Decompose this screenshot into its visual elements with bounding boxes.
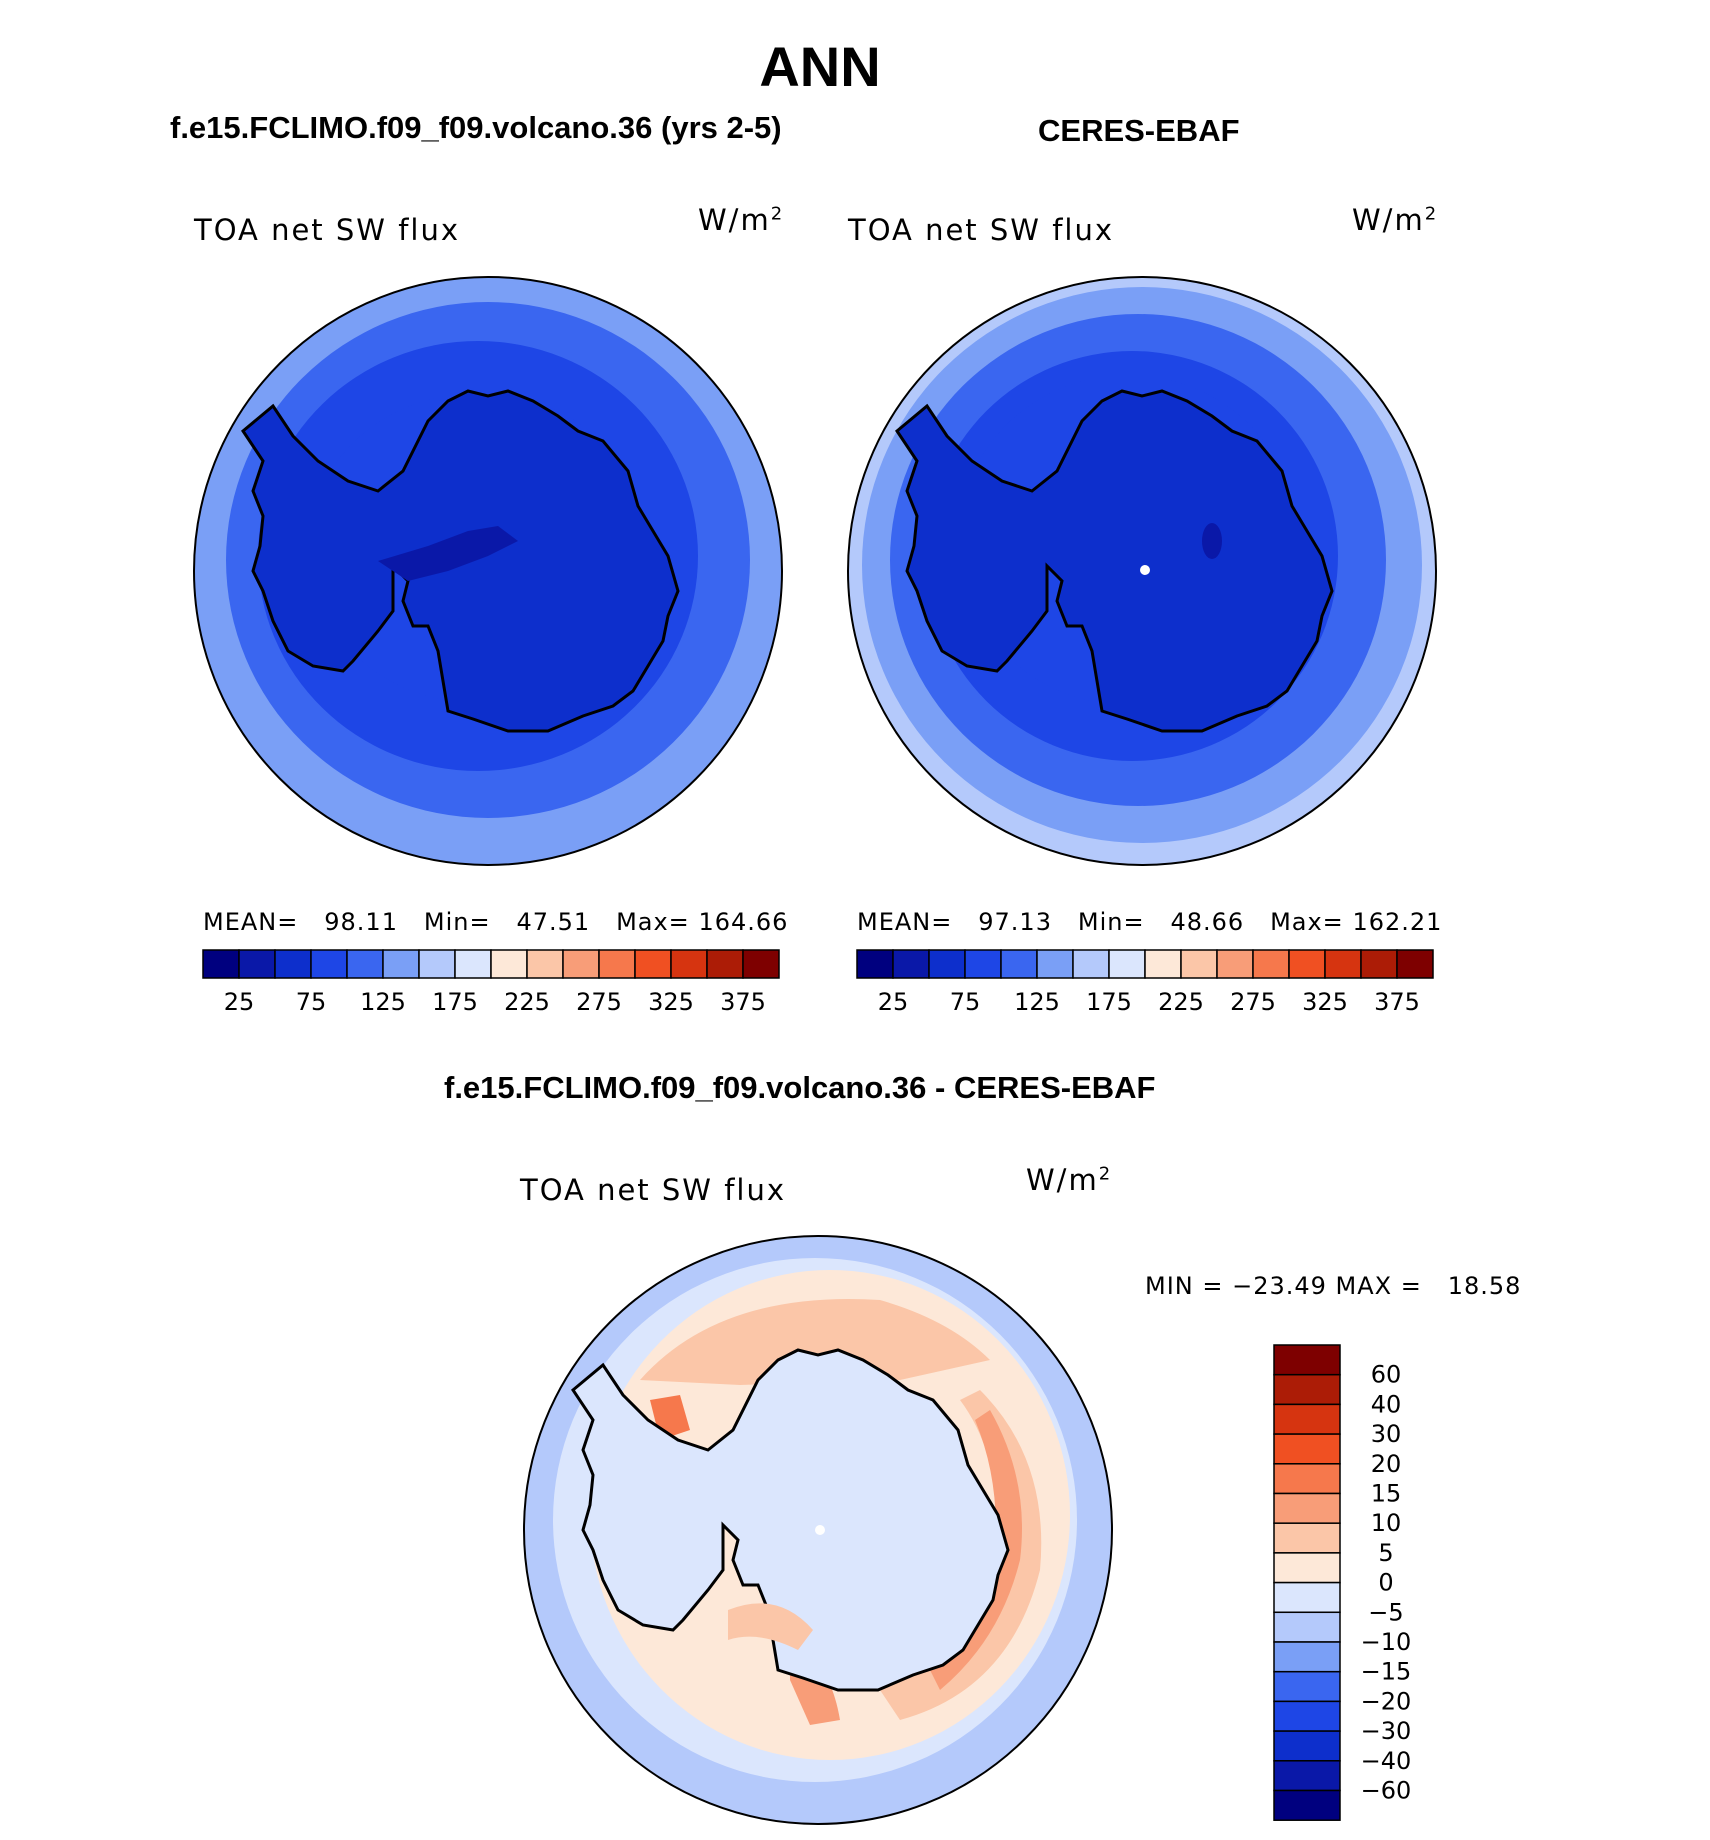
colorbar-tick-label: 225 [504, 988, 550, 1016]
difference-variable-label: TOA net SW flux [520, 1173, 787, 1207]
obs-units-label: W/m2 [1352, 203, 1439, 237]
colorbar-tick-label: 25 [224, 988, 255, 1016]
colorbar-swatch [1144, 949, 1182, 979]
difference-units-label: W/m2 [1026, 1163, 1113, 1197]
colorbar-tick-label: 15 [1371, 1480, 1402, 1508]
colorbar-swatch [742, 949, 780, 979]
colorbar-swatch [1360, 949, 1398, 979]
colorbar-swatch [1216, 949, 1254, 979]
colorbar-tick-label: 125 [1014, 988, 1060, 1016]
colorbar-tick-label: 325 [1302, 988, 1348, 1016]
colorbar-swatch [1324, 949, 1362, 979]
colorbar-swatch [1273, 1789, 1341, 1821]
colorbar-tick-label: 10 [1371, 1509, 1402, 1537]
colorbar-swatch [634, 949, 672, 979]
colorbar-swatch [1273, 1760, 1341, 1792]
obs-map [847, 276, 1437, 866]
obs-case-title: CERES-EBAF [1038, 113, 1240, 148]
colorbar-tick-label: −15 [1361, 1658, 1412, 1686]
colorbar-swatch [1273, 1611, 1341, 1643]
colorbar-tick-label: 175 [432, 988, 478, 1016]
colorbar-tick-label: 20 [1371, 1450, 1402, 1478]
colorbar-swatch [1273, 1700, 1341, 1732]
colorbar-tick-label: 125 [360, 988, 406, 1016]
colorbar-swatch [238, 949, 276, 979]
colorbar-swatch [1273, 1552, 1341, 1584]
colorbar-swatch [670, 949, 708, 979]
colorbar-swatch [1273, 1641, 1341, 1673]
colorbar-swatch [490, 949, 528, 979]
model-units-label: W/m2 [698, 203, 785, 237]
colorbar-swatch [928, 949, 966, 979]
difference-map [523, 1235, 1113, 1825]
colorbar-tick-label: 375 [720, 988, 766, 1016]
colorbar-tick-label: −10 [1361, 1628, 1412, 1656]
colorbar-swatch [856, 949, 894, 979]
colorbar-swatch [964, 949, 1002, 979]
colorbar-swatch [1000, 949, 1038, 979]
colorbar-tick-label: 25 [878, 988, 909, 1016]
model-variable-label: TOA net SW flux [194, 213, 461, 247]
colorbar-tick-label: 275 [1230, 988, 1276, 1016]
colorbar-tick-label: −20 [1361, 1687, 1412, 1715]
colorbar-tick-label: 30 [1371, 1420, 1402, 1448]
colorbar-swatch [202, 949, 240, 979]
difference-title: f.e15.FCLIMO.f09_f09.volcano.36 - CERES-… [444, 1070, 1156, 1105]
colorbar-swatch [1273, 1463, 1341, 1495]
colorbar-swatch [1273, 1670, 1341, 1703]
colorbar-swatch [1180, 949, 1218, 979]
colorbar-tick-label: −30 [1361, 1717, 1412, 1745]
colorbar-tick-label: −40 [1361, 1747, 1412, 1775]
colorbar-swatch [1273, 1344, 1341, 1376]
figure-title: ANN [759, 35, 881, 98]
colorbar-tick-label: 75 [296, 988, 327, 1016]
colorbar-swatch [1288, 949, 1326, 979]
colorbar-swatch [1273, 1403, 1341, 1435]
colorbar-swatch [1036, 949, 1074, 979]
colorbar-swatch [1396, 949, 1434, 979]
colorbar-swatch [1072, 949, 1110, 979]
colorbar-swatch [1273, 1492, 1341, 1524]
colorbar-swatch [1273, 1433, 1341, 1465]
colorbar-swatch [562, 949, 600, 979]
colorbar-tick-label: 75 [950, 988, 981, 1016]
obs-colorbar: 25 75 125 175 225 275 325 375 [856, 949, 1434, 1016]
colorbar-swatch [1108, 949, 1146, 979]
colorbar-swatch [892, 949, 930, 979]
colorbar-tick-label: 5 [1378, 1539, 1393, 1567]
obs-variable-label: TOA net SW flux [848, 213, 1115, 247]
colorbar-swatch [1252, 949, 1290, 979]
model-case-title: f.e15.FCLIMO.f09_f09.volcano.36 (yrs 2-5… [170, 110, 782, 145]
colorbar-swatch [598, 949, 636, 979]
model-stats: MEAN= 98.11 Min= 47.51 Max= 164.66 [203, 908, 789, 936]
colorbar-tick-label: 325 [648, 988, 694, 1016]
colorbar-swatch [382, 949, 420, 979]
colorbar-swatch [274, 949, 312, 979]
colorbar-swatch [346, 949, 384, 979]
model-colorbar: 25 75 125 175 225 275 325 375 [202, 949, 780, 1016]
colorbar-swatch [1273, 1373, 1341, 1406]
colorbar-tick-label: 40 [1371, 1390, 1402, 1418]
colorbar-tick-label: 275 [576, 988, 622, 1016]
colorbar-tick-label: −5 [1368, 1598, 1403, 1626]
model-map [193, 276, 783, 866]
colorbar-swatch [454, 949, 492, 979]
colorbar-swatch [1273, 1522, 1341, 1554]
colorbar-tick-label: 175 [1086, 988, 1132, 1016]
colorbar-swatch [310, 949, 348, 979]
colorbar-tick-label: 0 [1378, 1569, 1393, 1597]
colorbar-tick-label: 225 [1158, 988, 1204, 1016]
colorbar-tick-label: 375 [1374, 988, 1420, 1016]
colorbar-tick-label: −60 [1361, 1777, 1412, 1805]
colorbar-swatch [1273, 1730, 1341, 1762]
colorbar-swatch [706, 949, 744, 979]
colorbar-swatch [526, 949, 564, 979]
colorbar-swatch [1273, 1581, 1341, 1614]
obs-stats: MEAN= 97.13 Min= 48.66 Max= 162.21 [857, 908, 1443, 936]
colorbar-tick-label: 60 [1371, 1361, 1402, 1389]
colorbar-swatch [418, 949, 456, 979]
difference-minmax: MIN = −23.49 MAX = 18.58 [1145, 1272, 1522, 1300]
